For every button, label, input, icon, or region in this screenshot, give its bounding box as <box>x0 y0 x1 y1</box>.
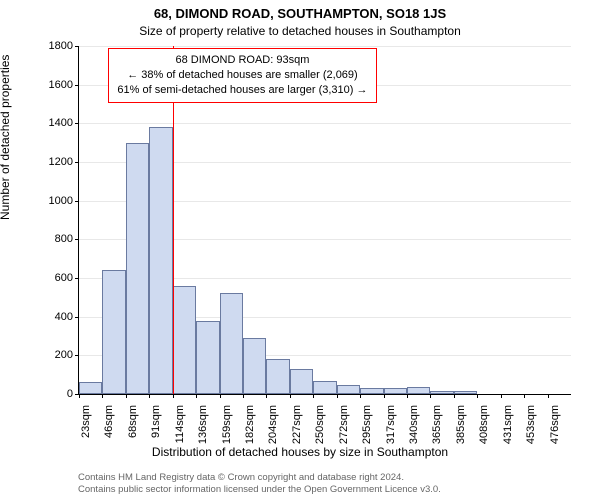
x-tick-label: 365sqm <box>429 405 443 444</box>
chart-subtitle: Size of property relative to detached ho… <box>0 24 600 38</box>
footer-line-2: Contains public sector information licen… <box>78 484 441 496</box>
x-tick-mark <box>548 394 549 398</box>
footer-line-1: Contains HM Land Registry data © Crown c… <box>78 472 441 484</box>
x-tick-label: 182sqm <box>242 405 256 444</box>
x-tick-label: 408sqm <box>476 405 490 444</box>
x-tick-label: 136sqm <box>195 405 209 444</box>
annotation-box: 68 DIMOND ROAD: 93sqm ← 38% of detached … <box>108 48 376 103</box>
x-tick-label: 317sqm <box>383 405 397 444</box>
x-tick-mark <box>102 394 103 398</box>
y-tick-label: 200 <box>55 349 79 361</box>
x-tick-mark <box>173 394 174 398</box>
x-tick-mark <box>454 394 455 398</box>
histogram-bar <box>173 286 196 394</box>
histogram-bar <box>407 387 430 394</box>
histogram-bar <box>126 143 149 394</box>
x-tick-label: 476sqm <box>547 405 561 444</box>
y-tick-label: 1000 <box>49 195 79 207</box>
histogram-bar <box>290 369 313 394</box>
histogram-bar <box>313 381 336 394</box>
x-tick-label: 46sqm <box>101 405 115 438</box>
y-axis-label: Number of detached properties <box>0 55 12 220</box>
annotation-line-2: ← 38% of detached houses are smaller (2,… <box>117 68 367 83</box>
y-tick-label: 1400 <box>49 117 79 129</box>
y-tick-label: 600 <box>55 272 79 284</box>
x-tick-label: 340sqm <box>406 405 420 444</box>
y-tick-label: 400 <box>55 311 79 323</box>
x-tick-mark <box>337 394 338 398</box>
x-tick-label: 227sqm <box>289 405 303 444</box>
histogram-bar <box>196 321 219 394</box>
x-tick-mark <box>501 394 502 398</box>
x-tick-label: 295sqm <box>359 405 373 444</box>
histogram-bar <box>79 382 102 394</box>
x-tick-mark <box>407 394 408 398</box>
gridline <box>79 123 571 124</box>
x-tick-mark <box>477 394 478 398</box>
y-tick-label: 1200 <box>49 156 79 168</box>
histogram-bar <box>384 388 407 394</box>
x-tick-mark <box>384 394 385 398</box>
x-tick-mark <box>430 394 431 398</box>
y-tick-label: 800 <box>55 233 79 245</box>
histogram-bar <box>102 270 125 394</box>
x-tick-mark <box>79 394 80 398</box>
histogram-bar <box>149 127 172 394</box>
x-tick-label: 250sqm <box>312 405 326 444</box>
histogram-bar <box>430 391 453 394</box>
x-tick-mark <box>149 394 150 398</box>
y-tick-label: 0 <box>67 388 79 400</box>
x-tick-label: 453sqm <box>523 405 537 444</box>
x-tick-mark <box>266 394 267 398</box>
histogram-bar <box>360 388 383 394</box>
y-tick-label: 1600 <box>49 79 79 91</box>
annotation-line-3: 61% of semi-detached houses are larger (… <box>117 83 367 98</box>
x-axis-label: Distribution of detached houses by size … <box>0 445 600 459</box>
x-tick-label: 204sqm <box>265 405 279 444</box>
x-tick-mark <box>196 394 197 398</box>
x-tick-mark <box>290 394 291 398</box>
histogram-bar <box>243 338 266 394</box>
x-tick-label: 159sqm <box>219 405 233 444</box>
x-tick-label: 385sqm <box>453 405 467 444</box>
x-tick-label: 91sqm <box>148 405 162 438</box>
x-tick-mark <box>524 394 525 398</box>
x-tick-label: 272sqm <box>336 405 350 444</box>
histogram-bar <box>266 359 289 394</box>
chart-container: 68, DIMOND ROAD, SOUTHAMPTON, SO18 1JS S… <box>0 0 600 500</box>
x-tick-mark <box>126 394 127 398</box>
gridline <box>79 46 571 47</box>
footer-attribution: Contains HM Land Registry data © Crown c… <box>78 472 441 496</box>
y-tick-label: 1800 <box>49 40 79 52</box>
plot-area: 02004006008001000120014001600180023sqm46… <box>78 46 571 395</box>
chart-title: 68, DIMOND ROAD, SOUTHAMPTON, SO18 1JS <box>0 6 600 21</box>
annotation-line-1: 68 DIMOND ROAD: 93sqm <box>117 53 367 68</box>
x-tick-label: 431sqm <box>500 405 514 444</box>
x-tick-mark <box>220 394 221 398</box>
x-tick-mark <box>313 394 314 398</box>
histogram-bar <box>220 293 243 394</box>
x-tick-mark <box>360 394 361 398</box>
x-tick-mark <box>243 394 244 398</box>
histogram-bar <box>454 391 477 394</box>
x-tick-label: 23sqm <box>78 405 92 438</box>
histogram-bar <box>337 385 360 394</box>
x-tick-label: 114sqm <box>172 405 186 443</box>
x-tick-label: 68sqm <box>125 405 139 438</box>
